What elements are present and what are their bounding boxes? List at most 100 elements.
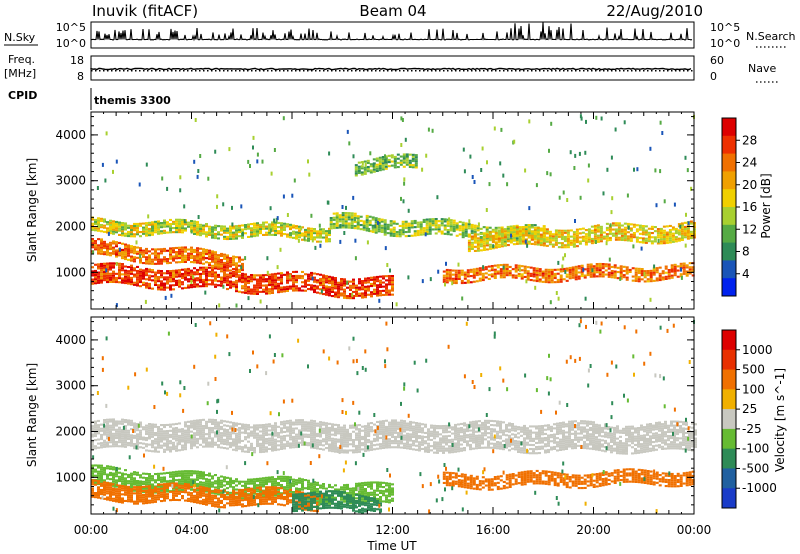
heatmap-cell — [379, 424, 382, 427]
heatmap-cell — [502, 173, 505, 178]
heatmap-cell — [112, 246, 115, 249]
heatmap-cell — [235, 434, 238, 437]
heatmap-cell — [313, 284, 316, 287]
heatmap-cell — [368, 221, 372, 224]
heatmap-cell — [262, 428, 265, 431]
heatmap-cell — [276, 265, 279, 270]
heatmap-cell — [647, 240, 651, 243]
heatmap-cell — [397, 431, 400, 434]
heatmap-cell — [661, 272, 665, 275]
heatmap-cell — [208, 227, 211, 230]
heatmap-cell — [340, 449, 343, 452]
heatmap-cell — [357, 165, 361, 168]
heatmap-cell — [627, 225, 630, 230]
heatmap-cell — [112, 434, 115, 437]
heatmap-cell — [157, 284, 160, 287]
heatmap-cell — [238, 228, 241, 231]
heatmap-cell — [100, 269, 103, 272]
heatmap-cell — [418, 422, 421, 425]
heatmap-cell — [535, 267, 539, 270]
heatmap-cell — [304, 283, 307, 286]
heatmap-cell — [596, 226, 600, 229]
heatmap-cell — [343, 292, 346, 295]
heatmap-cell — [691, 270, 695, 273]
heatmap-cell — [184, 254, 187, 257]
heatmap-cell — [626, 231, 630, 234]
nave-dot — [511, 70, 513, 72]
heatmap-cell — [331, 282, 334, 285]
heatmap-cell — [691, 268, 695, 271]
heatmap-cell — [346, 449, 349, 452]
heatmap-cell — [109, 278, 112, 281]
heatmap-cell — [479, 243, 483, 246]
heatmap-cell — [611, 196, 614, 201]
heatmap-cell — [196, 431, 199, 434]
heatmap-cell — [163, 272, 166, 275]
heatmap-cell — [572, 231, 576, 234]
heatmap-cell — [329, 225, 333, 228]
heatmap-cell — [383, 225, 387, 228]
heatmap-cell — [418, 430, 421, 433]
heatmap-cell — [340, 438, 343, 441]
heatmap-cell — [566, 242, 570, 245]
heatmap-cell — [691, 274, 695, 277]
heatmap-cell — [310, 213, 313, 218]
heatmap-cell — [244, 444, 247, 447]
heatmap-cell — [584, 243, 588, 246]
heatmap-cell — [633, 167, 635, 172]
heatmap-cell — [115, 251, 118, 254]
heatmap-cell — [112, 443, 115, 446]
heatmap-cell — [118, 266, 121, 269]
heatmap-cell — [362, 220, 366, 223]
heatmap-cell — [563, 231, 567, 234]
heatmap-cell — [97, 279, 100, 282]
heatmap-cell — [157, 436, 160, 439]
heatmap-cell — [641, 233, 645, 236]
heatmap-cell — [405, 161, 409, 164]
heatmap-cell — [121, 277, 124, 280]
heatmap-cell — [407, 224, 411, 227]
heatmap-cell — [331, 423, 334, 426]
heatmap-cell — [115, 434, 118, 437]
heatmap-cell — [343, 428, 346, 431]
heatmap-cell — [145, 222, 148, 225]
heatmap-cell — [313, 289, 316, 292]
heatmap-cell — [391, 293, 394, 296]
heatmap-cell — [561, 264, 564, 269]
heatmap-cell — [139, 435, 142, 438]
heatmap-cell — [133, 281, 136, 284]
heatmap-cell — [595, 263, 599, 266]
heatmap-cell — [97, 419, 100, 422]
heatmap-cell — [211, 279, 214, 282]
heatmap-cell — [145, 252, 148, 255]
heatmap-cell — [160, 274, 163, 277]
heatmap-cell — [635, 224, 639, 227]
heatmap-cell — [304, 429, 307, 432]
heatmap-cell — [181, 225, 184, 228]
heatmap-cell — [518, 238, 522, 241]
heatmap-cell — [106, 422, 109, 425]
heatmap-cell — [411, 155, 415, 158]
heatmap-cell — [253, 226, 256, 229]
heatmap-cell — [250, 288, 253, 291]
heatmap-cell — [358, 286, 361, 289]
heatmap-cell — [256, 434, 259, 437]
nave-dot — [147, 70, 149, 72]
heatmap-cell — [493, 264, 497, 267]
heatmap-cell — [527, 236, 531, 239]
heatmap-cell — [601, 267, 605, 270]
heatmap-cell — [166, 280, 169, 283]
heatmap-cell — [181, 430, 184, 433]
heatmap-cell — [235, 225, 238, 228]
heatmap-cell — [127, 276, 130, 279]
heatmap-cell — [292, 270, 295, 273]
heatmap-cell — [319, 230, 322, 233]
heatmap-cell — [475, 267, 479, 270]
heatmap-cell — [292, 444, 295, 447]
heatmap-cell — [506, 239, 510, 242]
date-title: 22/Aug/2010 — [606, 2, 703, 20]
heatmap-cell — [334, 277, 337, 280]
heatmap-cell — [107, 231, 110, 236]
heatmap-cell — [482, 244, 486, 247]
heatmap-cell — [97, 424, 100, 427]
